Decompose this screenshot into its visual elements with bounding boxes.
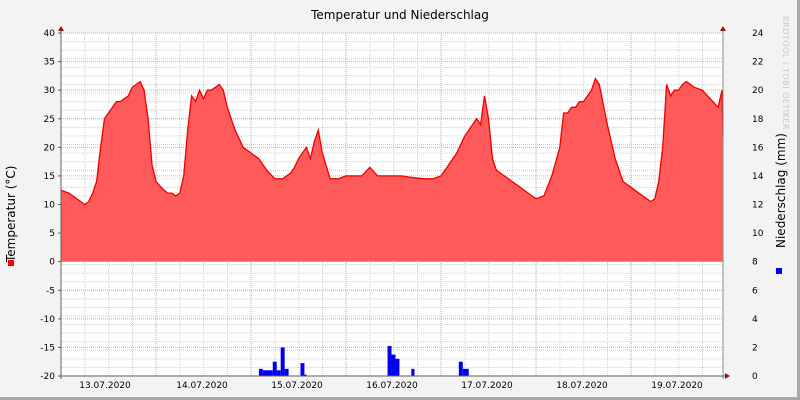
svg-text:18.07.2020: 18.07.2020 [556,381,608,391]
svg-text:17.07.2020: 17.07.2020 [461,381,513,391]
left-axis-ticks: 40 35 30 25 20 15 10 5 0 -5 -10 -15 -20 [40,29,61,382]
chart-title: Temperatur und Niederschlag [311,8,489,22]
svg-text:35: 35 [44,58,55,68]
svg-text:25: 25 [44,115,55,125]
temperature-line [60,77,724,206]
svg-text:0: 0 [49,258,55,268]
svg-text:5: 5 [49,229,55,239]
svg-text:15: 15 [44,172,55,182]
svg-text:16.07.2020: 16.07.2020 [366,381,418,391]
svg-text:2: 2 [752,343,758,353]
svg-text:10: 10 [752,229,764,239]
svg-text:14: 14 [752,172,764,182]
precipitation-bars [258,345,469,376]
svg-text:40: 40 [44,29,56,39]
svg-text:13.07.2020: 13.07.2020 [79,381,131,391]
svg-text:12: 12 [752,201,763,211]
svg-text:24: 24 [752,29,764,39]
svg-text:19.07.2020: 19.07.2020 [651,381,703,391]
svg-text:4: 4 [752,315,758,325]
svg-text:-20: -20 [40,372,55,382]
svg-text:-5: -5 [46,286,55,296]
svg-text:-15: -15 [40,343,55,353]
svg-text:20: 20 [44,143,56,153]
svg-text:15.07.2020: 15.07.2020 [271,381,323,391]
svg-text:0: 0 [752,372,758,382]
svg-text:8: 8 [752,258,758,268]
svg-text:20: 20 [752,86,764,96]
svg-text:10: 10 [44,201,56,211]
svg-text:-10: -10 [40,315,55,325]
svg-text:16: 16 [752,143,764,153]
svg-text:14.07.2020: 14.07.2020 [176,381,228,391]
svg-text:22: 22 [752,58,763,68]
svg-text:30: 30 [44,86,56,96]
precipitation-legend-swatch [776,268,782,274]
x-axis-labels: 13.07.2020 14.07.2020 15.07.2020 16.07.2020… [79,381,703,391]
svg-text:6: 6 [752,286,758,296]
temperature-legend-swatch [8,260,14,266]
svg-text:18: 18 [752,115,764,125]
temperature-area [61,78,723,262]
